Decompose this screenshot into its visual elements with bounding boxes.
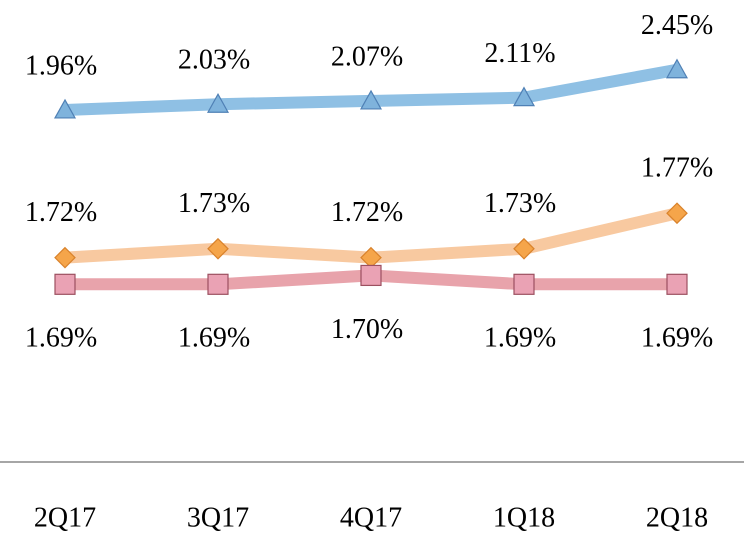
data-label: 1.72%	[25, 197, 97, 228]
marker	[206, 92, 230, 113]
data-label: 2.03%	[178, 45, 250, 76]
marker	[512, 86, 536, 107]
marker	[54, 246, 76, 269]
x-tick-label: 2Q18	[646, 502, 708, 533]
marker	[359, 89, 383, 110]
marker	[360, 246, 382, 269]
x-tick-label: 1Q18	[493, 502, 555, 533]
data-label: 1.96%	[25, 50, 97, 81]
marker	[666, 202, 688, 225]
x-tick-label: 4Q17	[340, 502, 402, 533]
marker	[207, 273, 229, 295]
data-label: 1.77%	[641, 153, 713, 184]
data-label: 1.69%	[484, 323, 556, 354]
marker	[360, 264, 382, 287]
marker	[54, 273, 76, 295]
data-label: 1.72%	[331, 197, 403, 228]
data-label: 1.69%	[178, 323, 250, 354]
data-label: 1.73%	[484, 188, 556, 219]
x-tick-label: 3Q17	[187, 502, 249, 533]
data-label: 1.69%	[641, 323, 713, 354]
data-label: 2.11%	[484, 38, 555, 69]
marker	[666, 273, 688, 295]
data-label: 1.70%	[331, 314, 403, 345]
data-label: 1.69%	[25, 323, 97, 354]
marker	[665, 58, 689, 79]
data-label: 2.07%	[331, 41, 403, 72]
x-tick-label: 2Q17	[34, 502, 96, 533]
marker	[207, 237, 229, 260]
data-label: 2.45%	[641, 10, 713, 41]
marker	[53, 98, 77, 119]
marker	[513, 237, 535, 260]
marker	[513, 273, 535, 295]
data-label: 1.73%	[178, 188, 250, 219]
